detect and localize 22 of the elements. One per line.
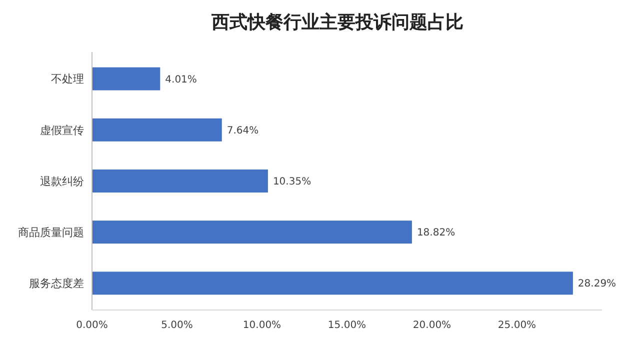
bar [92,170,268,192]
bar [92,118,222,142]
y-tick-label: 服务态度差 [29,277,84,290]
bar [92,272,573,295]
y-tick-label: 退款纠纷 [40,174,84,188]
x-tick-label: 15.00% [328,320,366,331]
data-label: 4.01% [165,74,197,86]
data-label: 10.35% [272,176,312,188]
data-label: 28.29% [578,278,616,290]
y-tick-label: 不处理 [51,72,84,86]
y-tick-label: 商品质量问题 [18,226,84,239]
data-label: 18.82% [416,228,456,239]
bar [92,67,160,90]
y-tick-label: 虚假宣传 [40,124,84,137]
x-tick-label: 10.00% [242,320,282,331]
x-tick-label: 5.00% [161,320,193,331]
x-tick-label: 25.00% [498,320,536,331]
x-tick-label: 0.00% [76,320,108,331]
x-tick-label: 20.00% [412,320,452,331]
data-label: 7.64% [226,125,259,136]
bar [92,220,412,244]
chart-title: 西式快餐行业主要投诉问题占比 [210,12,464,33]
